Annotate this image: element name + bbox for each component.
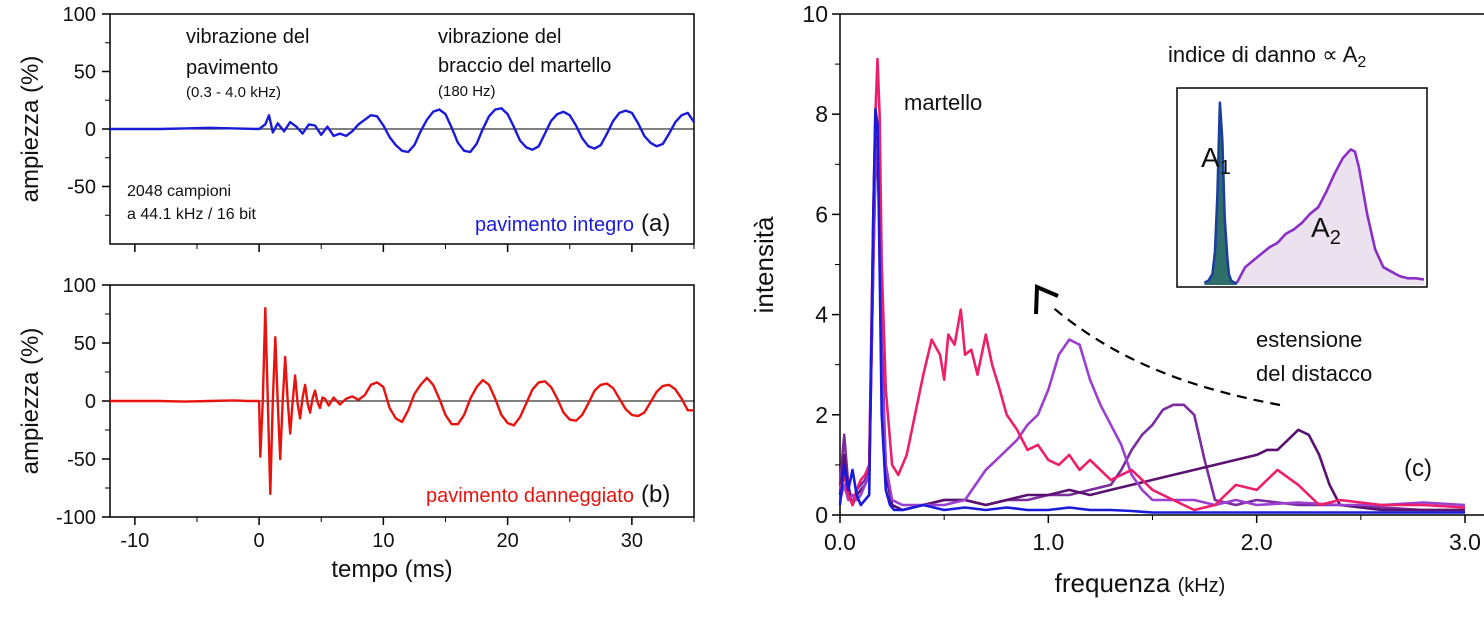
y-tick-label: 100	[63, 4, 96, 26]
y-tick-label: -50	[67, 177, 96, 199]
y-tick-label: 100	[63, 275, 96, 297]
series-label-pavimento-integro: pavimento integro	[475, 214, 634, 236]
panel-a-label: (a)	[641, 210, 670, 237]
x-tick-label: -10	[120, 530, 149, 552]
inset-label-a2-letter: A	[1311, 212, 1330, 243]
annotation-vib-arm-line2: braccio del martello	[438, 55, 611, 77]
annotation-extension-line2: del distacco	[1256, 361, 1372, 386]
x-tick-label: 0	[254, 530, 265, 552]
inset-label-a1: A1	[1201, 142, 1231, 179]
spectrum-line	[838, 107, 1465, 514]
inset-label-a2-sub: 2	[1330, 227, 1341, 249]
y-tick-label: -50	[67, 449, 96, 471]
panel-b-series	[110, 307, 694, 495]
x-tick-label: 3.0	[1449, 529, 1481, 555]
panel-b-xlabel: tempo (ms)	[331, 556, 452, 583]
panel-c-label: (c)	[1404, 455, 1432, 482]
y-tick-label: 4	[815, 302, 828, 328]
inset-line-a2	[1235, 148, 1425, 284]
annotation-samples-line2: a 44.1 kHz / 16 bit	[127, 206, 257, 223]
y-tick-label: 50	[74, 62, 96, 84]
panel-a: -50 0 50 100 ampiezza (%) vibrazione del pa…	[17, 4, 695, 252]
annotation-vib-floor-line1: vibrazione del	[186, 26, 309, 48]
annotation-vib-arm-line1: vibrazione del	[438, 26, 561, 48]
panel-c: 0 2 4 6 8 10 0.0 1.0 2.0 3.0 intensità frequenza …	[749, 1, 1484, 598]
annotation-damage-index-text: indice di danno ∝ A	[1168, 42, 1358, 67]
panel-c-xlabel-name: frequenza	[1055, 568, 1171, 598]
y-tick-label: 0	[85, 391, 96, 413]
inset-label-a1-letter: A	[1201, 142, 1220, 173]
annotation-vib-arm-freq: (180 Hz)	[438, 83, 496, 100]
series-line	[110, 107, 695, 154]
annotation-damage-index: indice di danno ∝ A2	[1168, 42, 1366, 71]
y-tick-label: 0	[815, 502, 828, 528]
series-label-pavimento-danneggiato: pavimento danneggiato	[426, 485, 634, 507]
panel-c-ylabel: intensità	[749, 216, 779, 313]
panel-c-xlabel-unit: (kHz)	[1178, 575, 1226, 597]
y-tick-label: 50	[74, 333, 96, 355]
x-tick-label: 30	[621, 530, 643, 552]
y-tick-label: -100	[56, 507, 96, 529]
panel-c-ticks: 0 2 4 6 8 10 0.0 1.0 2.0 3.0	[802, 1, 1481, 555]
inset-series	[1203, 101, 1425, 285]
inset: A1 A2	[1176, 87, 1428, 288]
annotation-vib-floor-range: (0.3 - 4.0 kHz)	[186, 84, 281, 101]
x-tick-label: 20	[496, 530, 518, 552]
panel-b-label: (b)	[641, 481, 670, 508]
y-tick-label: 6	[815, 201, 828, 227]
x-tick-label: 1.0	[1032, 529, 1064, 555]
y-tick-label: 2	[815, 402, 828, 428]
panel-c-series	[838, 57, 1466, 514]
annotation-extension-line1: estensione	[1256, 327, 1362, 352]
y-tick-label: 10	[802, 1, 828, 27]
extension-arrow-line	[1049, 304, 1281, 407]
y-tick-label: 0	[85, 119, 96, 141]
panel-b-ylabel: ampiezza (%)	[17, 328, 44, 475]
x-tick-label: 0.0	[824, 529, 856, 555]
x-tick-label: 10	[372, 530, 394, 552]
annotation-damage-index-sub: 2	[1357, 54, 1366, 71]
inset-label-a1-sub: 1	[1220, 157, 1231, 179]
annotation-samples-line1: 2048 campioni	[127, 183, 231, 200]
panel-a-ticks: -50 0 50 100	[63, 4, 695, 252]
y-tick-label: 8	[815, 101, 828, 127]
extension-arrow-head	[1034, 284, 1059, 315]
inset-label-a2: A2	[1311, 212, 1341, 249]
inset-area-a1	[1204, 102, 1237, 285]
panel-a-series	[110, 107, 695, 154]
panel-a-ylabel: ampiezza (%)	[17, 56, 44, 203]
annotation-vib-floor-line2: pavimento	[186, 57, 278, 79]
inset-line-a1	[1203, 101, 1237, 285]
panel-c-xlabel: frequenza (kHz)	[1055, 568, 1226, 598]
inset-area-a2	[1236, 149, 1424, 285]
annotation-hammer: martello	[904, 90, 982, 115]
series-line	[110, 307, 694, 495]
x-tick-label: 2.0	[1241, 529, 1273, 555]
